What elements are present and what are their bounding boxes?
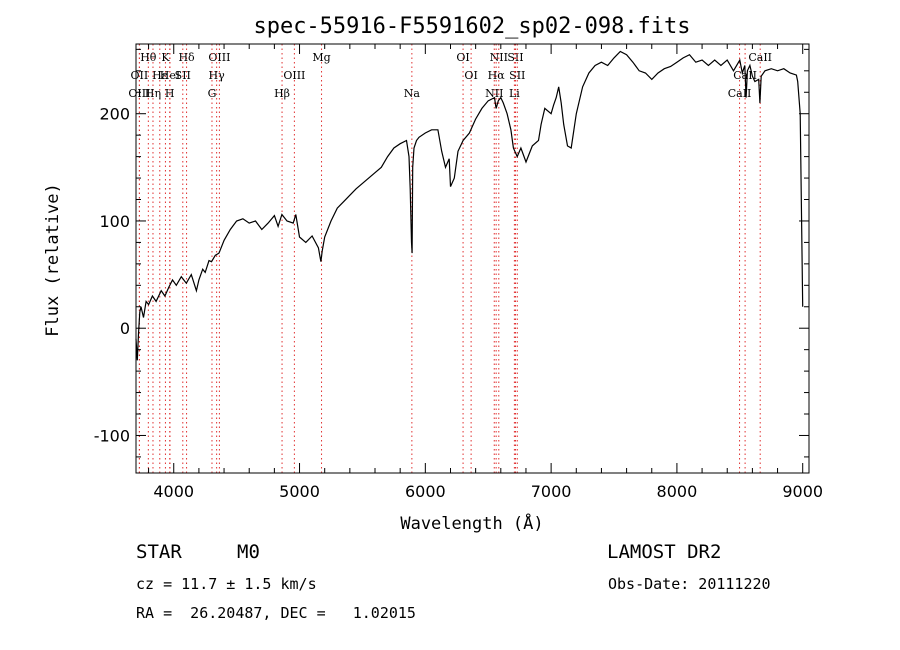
object-subclass: M0 xyxy=(237,541,260,563)
line-marker-label: Hγ xyxy=(209,69,226,82)
coordinates: RA = 26.20487, DEC = 1.02015 xyxy=(136,604,416,622)
obs-date: Obs-Date: 20111220 xyxy=(608,575,771,593)
line-marker-label: CaII xyxy=(728,87,752,100)
x-tick-label: 4000 xyxy=(153,482,194,501)
line-marker-label: Hε xyxy=(152,69,168,82)
line-marker-label: OI xyxy=(456,51,469,64)
x-tick-label: 9000 xyxy=(782,482,823,501)
y-axis-label: Flux (relative) xyxy=(43,183,63,337)
line-marker-label: OIII xyxy=(283,69,305,82)
spectrum-line xyxy=(135,50,804,361)
line-marker-label: SII xyxy=(175,69,191,82)
line-marker-label: SII xyxy=(509,69,525,82)
line-marker-label: K xyxy=(161,51,170,64)
y-tick-label: -100 xyxy=(94,426,130,445)
line-marker-label: G xyxy=(208,87,217,100)
object-class: STAR xyxy=(136,541,182,563)
y-tick-label: 200 xyxy=(99,105,130,124)
line-marker-label: Hα xyxy=(488,69,506,82)
x-tick-label: 8000 xyxy=(657,482,698,501)
line-marker-label: Hη xyxy=(145,87,161,100)
line-marker-label: Na xyxy=(404,87,421,100)
plot-axes: 4000 5000 6000 7000 8000 9000 -100 0 100 200 xyxy=(94,43,823,501)
line-marker-label: Mg xyxy=(312,51,330,64)
plot-frame xyxy=(135,43,810,474)
x-tick-label: 7000 xyxy=(531,482,572,501)
line-marker-label: CaII xyxy=(748,51,772,64)
line-marker-label: OIII xyxy=(128,87,150,100)
line-marker-label: Hδ xyxy=(178,51,195,64)
line-marker-label: OI xyxy=(464,69,477,82)
line-marker-label: Li xyxy=(509,87,520,100)
redshift-value: cz = 11.7 ± 1.5 km/s xyxy=(136,575,317,593)
line-marker-label: Hβ xyxy=(274,87,290,100)
line-marker-label: NII xyxy=(485,87,503,100)
x-tick-label: 5000 xyxy=(279,482,320,501)
survey-name: LAMOST DR2 xyxy=(607,541,722,563)
chart-title: spec-55916-F5591602_sp02-098.fits xyxy=(253,14,690,39)
line-marker-label: SII xyxy=(507,51,523,64)
line-marker-label: OIII xyxy=(208,51,230,64)
line-marker-label: Hθ xyxy=(140,51,157,64)
x-tick-label: 6000 xyxy=(405,482,446,501)
x-axis-label: Wavelength (Å) xyxy=(400,512,543,534)
y-tick-label: 0 xyxy=(120,319,130,338)
line-marker-label: NII xyxy=(490,51,508,64)
line-marker-label: H xyxy=(165,87,175,100)
y-tick-label: 100 xyxy=(99,212,130,231)
